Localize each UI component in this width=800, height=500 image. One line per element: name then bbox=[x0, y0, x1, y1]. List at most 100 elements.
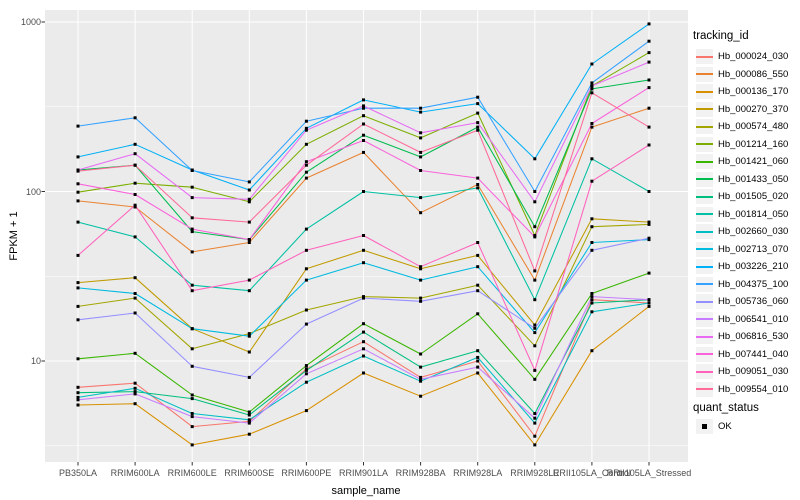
legend-line-swatch bbox=[696, 178, 713, 181]
legend-line-swatch bbox=[696, 248, 713, 251]
data-point bbox=[476, 121, 480, 125]
data-point bbox=[304, 227, 308, 231]
legend-key-icon bbox=[696, 49, 713, 65]
legend-entry-label: Hb_001214_160 bbox=[718, 138, 789, 150]
data-point bbox=[304, 170, 308, 174]
data-point bbox=[476, 283, 480, 287]
data-point bbox=[190, 196, 194, 200]
data-point bbox=[304, 267, 308, 271]
data-point bbox=[533, 443, 537, 447]
legend-key-icon bbox=[696, 346, 713, 362]
data-point bbox=[304, 163, 308, 167]
data-point bbox=[647, 60, 651, 64]
data-point bbox=[647, 301, 651, 305]
data-point bbox=[647, 271, 651, 275]
data-point bbox=[133, 193, 137, 196]
data-point bbox=[476, 186, 480, 190]
data-point bbox=[133, 205, 137, 209]
data-point bbox=[190, 216, 194, 220]
data-point bbox=[533, 434, 537, 438]
data-point bbox=[247, 238, 251, 242]
data-point bbox=[419, 131, 423, 135]
data-point bbox=[476, 371, 480, 375]
legend-entry-label: Hb_001433_050 bbox=[718, 173, 789, 185]
legend-entry-label: Hb_000136_170 bbox=[718, 86, 789, 98]
data-point bbox=[190, 289, 194, 293]
data-point bbox=[476, 241, 480, 244]
legend-line-swatch bbox=[696, 55, 713, 58]
legend-entry-Hb_001214_160: Hb_001214_160 bbox=[696, 136, 788, 154]
data-point bbox=[533, 368, 537, 372]
plot-panel bbox=[45, 10, 688, 462]
legend-title-quant-status: quant_status bbox=[693, 402, 759, 414]
data-point bbox=[533, 412, 537, 415]
data-point bbox=[533, 331, 537, 335]
data-point bbox=[190, 327, 194, 331]
x-tick-label: RRIM928LA bbox=[453, 468, 503, 478]
legend-entry-label: Hb_002713_070 bbox=[718, 243, 789, 255]
data-point bbox=[533, 157, 537, 161]
data-point bbox=[362, 347, 365, 351]
data-point bbox=[476, 176, 480, 180]
y-axis-title: FPKM + 1 bbox=[8, 211, 20, 261]
data-point bbox=[476, 95, 480, 99]
data-point bbox=[133, 386, 137, 390]
data-point bbox=[362, 248, 365, 252]
data-point bbox=[590, 179, 594, 183]
data-point bbox=[419, 278, 423, 282]
x-tick-label: RRII105LA_Stressed bbox=[606, 468, 692, 478]
legend-line-swatch bbox=[696, 388, 713, 391]
data-point bbox=[590, 241, 594, 244]
data-point bbox=[533, 269, 537, 273]
data-point bbox=[362, 371, 365, 375]
data-point bbox=[533, 278, 537, 282]
data-point bbox=[190, 169, 194, 172]
data-point bbox=[76, 286, 80, 290]
data-point bbox=[304, 367, 308, 371]
legend-key-icon bbox=[696, 364, 713, 380]
y-tick-label: 100 bbox=[25, 186, 41, 197]
data-point bbox=[247, 418, 251, 422]
legend-line-swatch bbox=[696, 160, 713, 163]
data-point bbox=[190, 443, 194, 447]
data-point bbox=[533, 344, 537, 348]
data-point bbox=[647, 304, 651, 308]
data-point bbox=[476, 111, 480, 115]
data-point bbox=[76, 403, 80, 407]
legend-key-icon bbox=[696, 224, 713, 240]
legend-entry-label: Hb_000270_370 bbox=[718, 103, 789, 115]
data-point bbox=[304, 248, 308, 252]
data-point bbox=[247, 241, 251, 244]
data-point bbox=[362, 296, 365, 300]
legend-entry-label: Hb_004375_100 bbox=[718, 278, 789, 290]
data-point bbox=[76, 182, 80, 186]
legend-line-swatch bbox=[696, 108, 713, 111]
legend-entry-label: Hb_002660_030 bbox=[718, 226, 789, 238]
legend-entry-Hb_000086_550: Hb_000086_550 bbox=[696, 66, 788, 84]
legend-key-icon bbox=[696, 66, 713, 82]
data-point bbox=[533, 225, 537, 229]
data-point bbox=[247, 432, 251, 436]
data-point bbox=[190, 364, 194, 368]
data-point bbox=[76, 304, 80, 308]
legend-line-swatch bbox=[696, 370, 713, 373]
data-point bbox=[419, 150, 423, 154]
data-point bbox=[590, 349, 594, 353]
x-tick-label: RRIM600PE bbox=[281, 468, 332, 478]
data-point bbox=[362, 322, 365, 326]
data-point bbox=[76, 385, 80, 389]
data-point bbox=[419, 136, 423, 140]
data-point bbox=[362, 139, 365, 142]
data-point bbox=[419, 106, 423, 110]
legend-entry-Hb_004375_100: Hb_004375_100 bbox=[696, 276, 788, 294]
data-point bbox=[190, 425, 194, 429]
data-point bbox=[476, 128, 480, 132]
legend-entry-Hb_007441_040: Hb_007441_040 bbox=[696, 346, 788, 364]
data-point bbox=[533, 326, 537, 330]
data-point bbox=[647, 143, 651, 147]
data-point bbox=[362, 114, 365, 118]
data-point bbox=[133, 203, 137, 207]
data-point bbox=[247, 188, 251, 192]
data-point bbox=[247, 334, 251, 338]
